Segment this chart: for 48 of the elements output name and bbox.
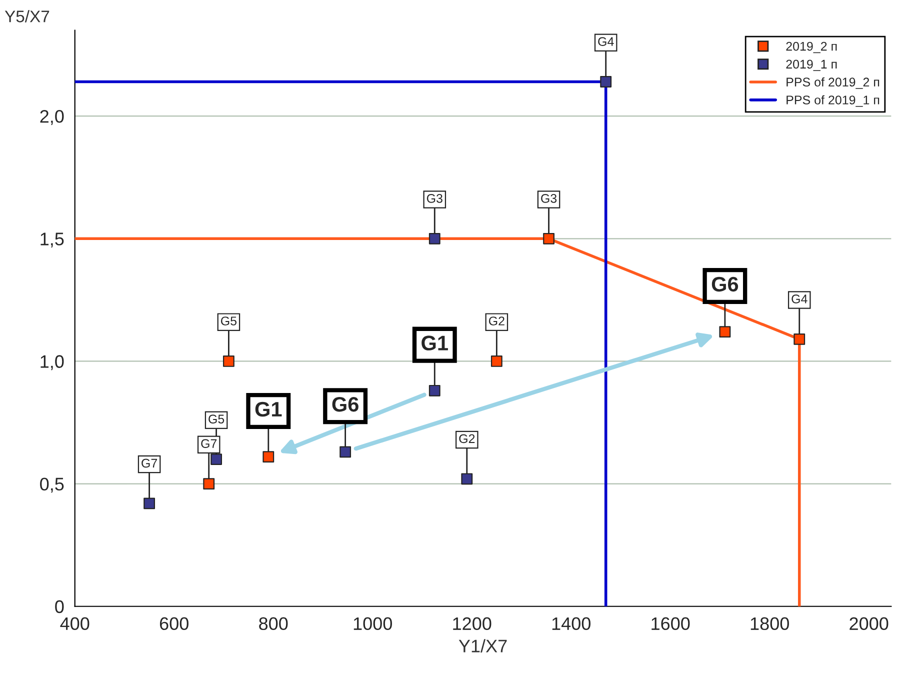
- y-tick-label: 1,0: [40, 355, 64, 370]
- point: [461, 473, 473, 485]
- x-tick-label: 1600: [652, 617, 690, 630]
- annotation: G6: [332, 396, 358, 412]
- x-tick-label: 400: [60, 617, 90, 630]
- y-tick-label: 0,5: [40, 478, 64, 493]
- annotation: G1: [422, 336, 448, 350]
- data-label: G2: [459, 434, 475, 444]
- data-label: G4: [792, 294, 808, 304]
- x-tick-label: 1200: [453, 617, 492, 630]
- annotation: G1: [255, 402, 282, 417]
- x-tick-label: 800: [259, 617, 288, 630]
- x-tick-label: 1400: [552, 617, 590, 630]
- data-label: G2: [488, 316, 504, 326]
- data-label: G4: [598, 37, 614, 46]
- y-tick-label: 0: [55, 600, 64, 614]
- point: [222, 356, 234, 367]
- point: [144, 498, 156, 510]
- data-label: G7: [142, 458, 158, 468]
- legend-label: 2019_2 п: [786, 42, 837, 54]
- x-axis-title: Y1/X7: [458, 639, 507, 652]
- point: [794, 333, 806, 345]
- data-label: G3: [541, 194, 557, 203]
- data-label: G5: [208, 414, 224, 424]
- x-tick-label: 1800: [750, 617, 789, 630]
- data-label: G7: [201, 439, 217, 448]
- point: [210, 454, 222, 465]
- y-tick-label: 2,0: [40, 110, 64, 125]
- point: [428, 232, 440, 244]
- point: [719, 326, 731, 338]
- point: [543, 232, 554, 244]
- legend-label: PPS of 2019_2 п: [786, 77, 880, 89]
- x-tick-label: 1000: [354, 617, 392, 630]
- data-label: G3: [426, 194, 442, 203]
- point: [490, 356, 502, 367]
- legend-label: PPS of 2019_1 п: [786, 95, 880, 107]
- point: [203, 478, 215, 490]
- annotation: G6: [712, 276, 738, 292]
- y-tick-label: 1,5: [40, 232, 64, 248]
- x-tick-label: 2000: [850, 617, 888, 630]
- data-label: G5: [220, 316, 237, 326]
- x-tick-label: 600: [160, 617, 188, 630]
- y-axis-title: Y5/X7: [4, 10, 50, 22]
- point: [428, 384, 440, 396]
- point: [340, 446, 352, 458]
- point: [262, 451, 274, 463]
- legend-label: 2019_1 п: [786, 60, 837, 71]
- point: [600, 76, 612, 88]
